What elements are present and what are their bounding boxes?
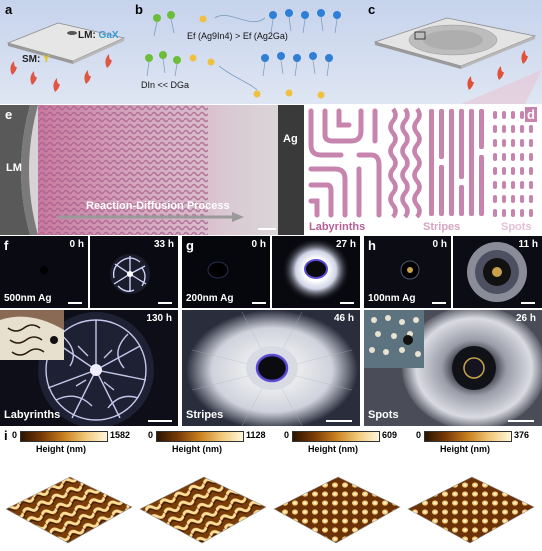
- panel-h-time-0: 0 h: [432, 239, 447, 250]
- panel-g-0h: g 0 h 200nm Ag: [182, 236, 270, 308]
- panel-h-time-1: 11 h: [518, 239, 538, 250]
- scale-bar: [326, 420, 352, 422]
- colorbar-2-gradient: [156, 431, 244, 442]
- panel-e: e LM Ag Reaction-Diffusion Process: [0, 105, 304, 235]
- panel-e-micrograph: [0, 105, 304, 235]
- panel-b: b Ef (Ag9In4) > Ef (Ag2Ga) DIn << DGa: [129, 0, 365, 104]
- lm-value: GaX: [98, 30, 119, 41]
- panel-h-label: h: [368, 238, 376, 253]
- panel-f-0h: f 0 h 500nm Ag: [0, 236, 88, 308]
- afm-surface-2: [139, 476, 267, 544]
- eq1-left: Ef (Ag9In4): [187, 31, 233, 41]
- pattern-schematic: [305, 105, 542, 220]
- diffusion-inequality: DIn << DGa: [141, 80, 190, 90]
- panel-f-130h: 130 h Labyrinths: [0, 310, 178, 426]
- scale-bar: [521, 302, 535, 304]
- colorbar-4: 0 376 Height (nm): [416, 430, 540, 460]
- panel-f-label: f: [4, 238, 9, 253]
- sm-value: Y: [42, 54, 50, 65]
- category-spots: Spots: [501, 221, 532, 233]
- afm-surface-3: [273, 476, 401, 544]
- colorbar-1: 0 1582 Height (nm): [12, 430, 136, 460]
- scale-bar: [252, 302, 266, 304]
- atom-diagram: [145, 9, 341, 99]
- panel-h-11h: 11 h: [453, 236, 542, 308]
- colorbar-2-max: 1128: [246, 430, 266, 440]
- panel-g-27h: 27 h: [272, 236, 360, 308]
- eq1-right: Ef (Ag2Ga): [242, 31, 288, 41]
- panel-g-time-0: 0 h: [251, 239, 266, 250]
- colorbar-2: 0 1128 Height (nm): [148, 430, 272, 460]
- afm-surface-1: [5, 476, 133, 544]
- panel-a-label: a: [5, 2, 13, 17]
- afm-surfaces: [5, 476, 535, 544]
- panel-g-time-1: 27 h: [335, 239, 356, 250]
- panel-g-film: 200nm Ag: [186, 293, 234, 304]
- sm-label: SM: Y: [22, 55, 50, 65]
- panel-c-illustration: [373, 17, 542, 104]
- colorbar-4-unit: Height (nm): [440, 444, 490, 454]
- panel-f-film: 500nm Ag: [4, 293, 52, 304]
- colorbar-4-max: 376: [514, 430, 530, 440]
- colorbar-3-max: 609: [382, 430, 398, 440]
- energy-inequality: Ef (Ag9In4) > Ef (Ag2Ga): [187, 31, 288, 41]
- sm-prefix: SM:: [22, 54, 43, 65]
- panel-f-pattern: Labyrinths: [4, 409, 61, 421]
- colorbar-3: 0 609 Height (nm): [284, 430, 408, 460]
- panel-d-label: d: [525, 107, 537, 122]
- panel-g-label: g: [186, 238, 194, 253]
- colorbar-3-unit: Height (nm): [308, 444, 358, 454]
- panel-h-pattern: Spots: [368, 409, 399, 421]
- panel-b-label: b: [135, 2, 143, 17]
- lm-prefix: LM:: [78, 30, 99, 41]
- panel-i: i 0 1582 Height (nm) 0 1128 Height (nm) …: [0, 427, 542, 551]
- colorbar-3-min: 0: [284, 430, 290, 440]
- colorbar-2-min: 0: [148, 430, 154, 440]
- panel-i-label: i: [4, 428, 8, 443]
- afm-surface-4: [407, 476, 535, 544]
- scale-bar: [68, 302, 82, 304]
- colorbar-3-gradient: [292, 431, 380, 442]
- category-labyrinths: Labyrinths: [309, 221, 366, 233]
- colorbar-1-min: 0: [12, 430, 18, 440]
- scale-bar: [508, 420, 534, 422]
- panel-h-time-2: 26 h: [515, 313, 536, 324]
- colorbar-1-gradient: [20, 431, 108, 442]
- process-label: Reaction-Diffusion Process: [86, 200, 230, 212]
- colorbar-4-gradient: [424, 431, 512, 442]
- panel-f-time-0: 0 h: [69, 239, 84, 250]
- panel-h-0h: h 0 h 100nm Ag: [364, 236, 451, 308]
- panel-h-26h: 26 h Spots: [364, 310, 542, 426]
- panel-g-pattern: Stripes: [186, 409, 224, 421]
- panel-h-film: 100nm Ag: [368, 293, 416, 304]
- colorbar-1-unit: Height (nm): [36, 444, 86, 454]
- scale-bar: [158, 302, 172, 304]
- colorbar-1-max: 1582: [110, 430, 131, 440]
- scale-bar: [148, 420, 172, 422]
- category-stripes: Stripes: [423, 221, 461, 233]
- panel-g-time-2: 46 h: [333, 313, 354, 324]
- panel-c: c: [365, 0, 542, 104]
- scale-bar: [258, 228, 276, 230]
- colorbar-2-unit: Height (nm): [172, 444, 222, 454]
- scale-bar: [432, 302, 446, 304]
- colorbar-4-min: 0: [416, 430, 422, 440]
- scale-bar: [340, 302, 354, 304]
- eq1-op: >: [235, 31, 241, 41]
- panel-a-illustration: [6, 22, 126, 92]
- panel-f-time-1: 33 h: [153, 239, 174, 250]
- panel-f-time-2: 130 h: [146, 313, 172, 324]
- panel-f-33h: 33 h: [90, 236, 178, 308]
- panel-e-label: e: [5, 107, 13, 122]
- ag-edge-label: Ag: [283, 133, 298, 145]
- panel-c-label: c: [368, 2, 376, 17]
- panel-d: d Labyrinths Stripes Spots: [305, 105, 542, 235]
- panel-a: a LM: GaX SM: Y: [0, 0, 129, 104]
- panel-g-46h: 46 h Stripes: [182, 310, 360, 426]
- lm-edge-label: LM: [6, 162, 22, 174]
- lm-label: LM: GaX: [78, 31, 119, 41]
